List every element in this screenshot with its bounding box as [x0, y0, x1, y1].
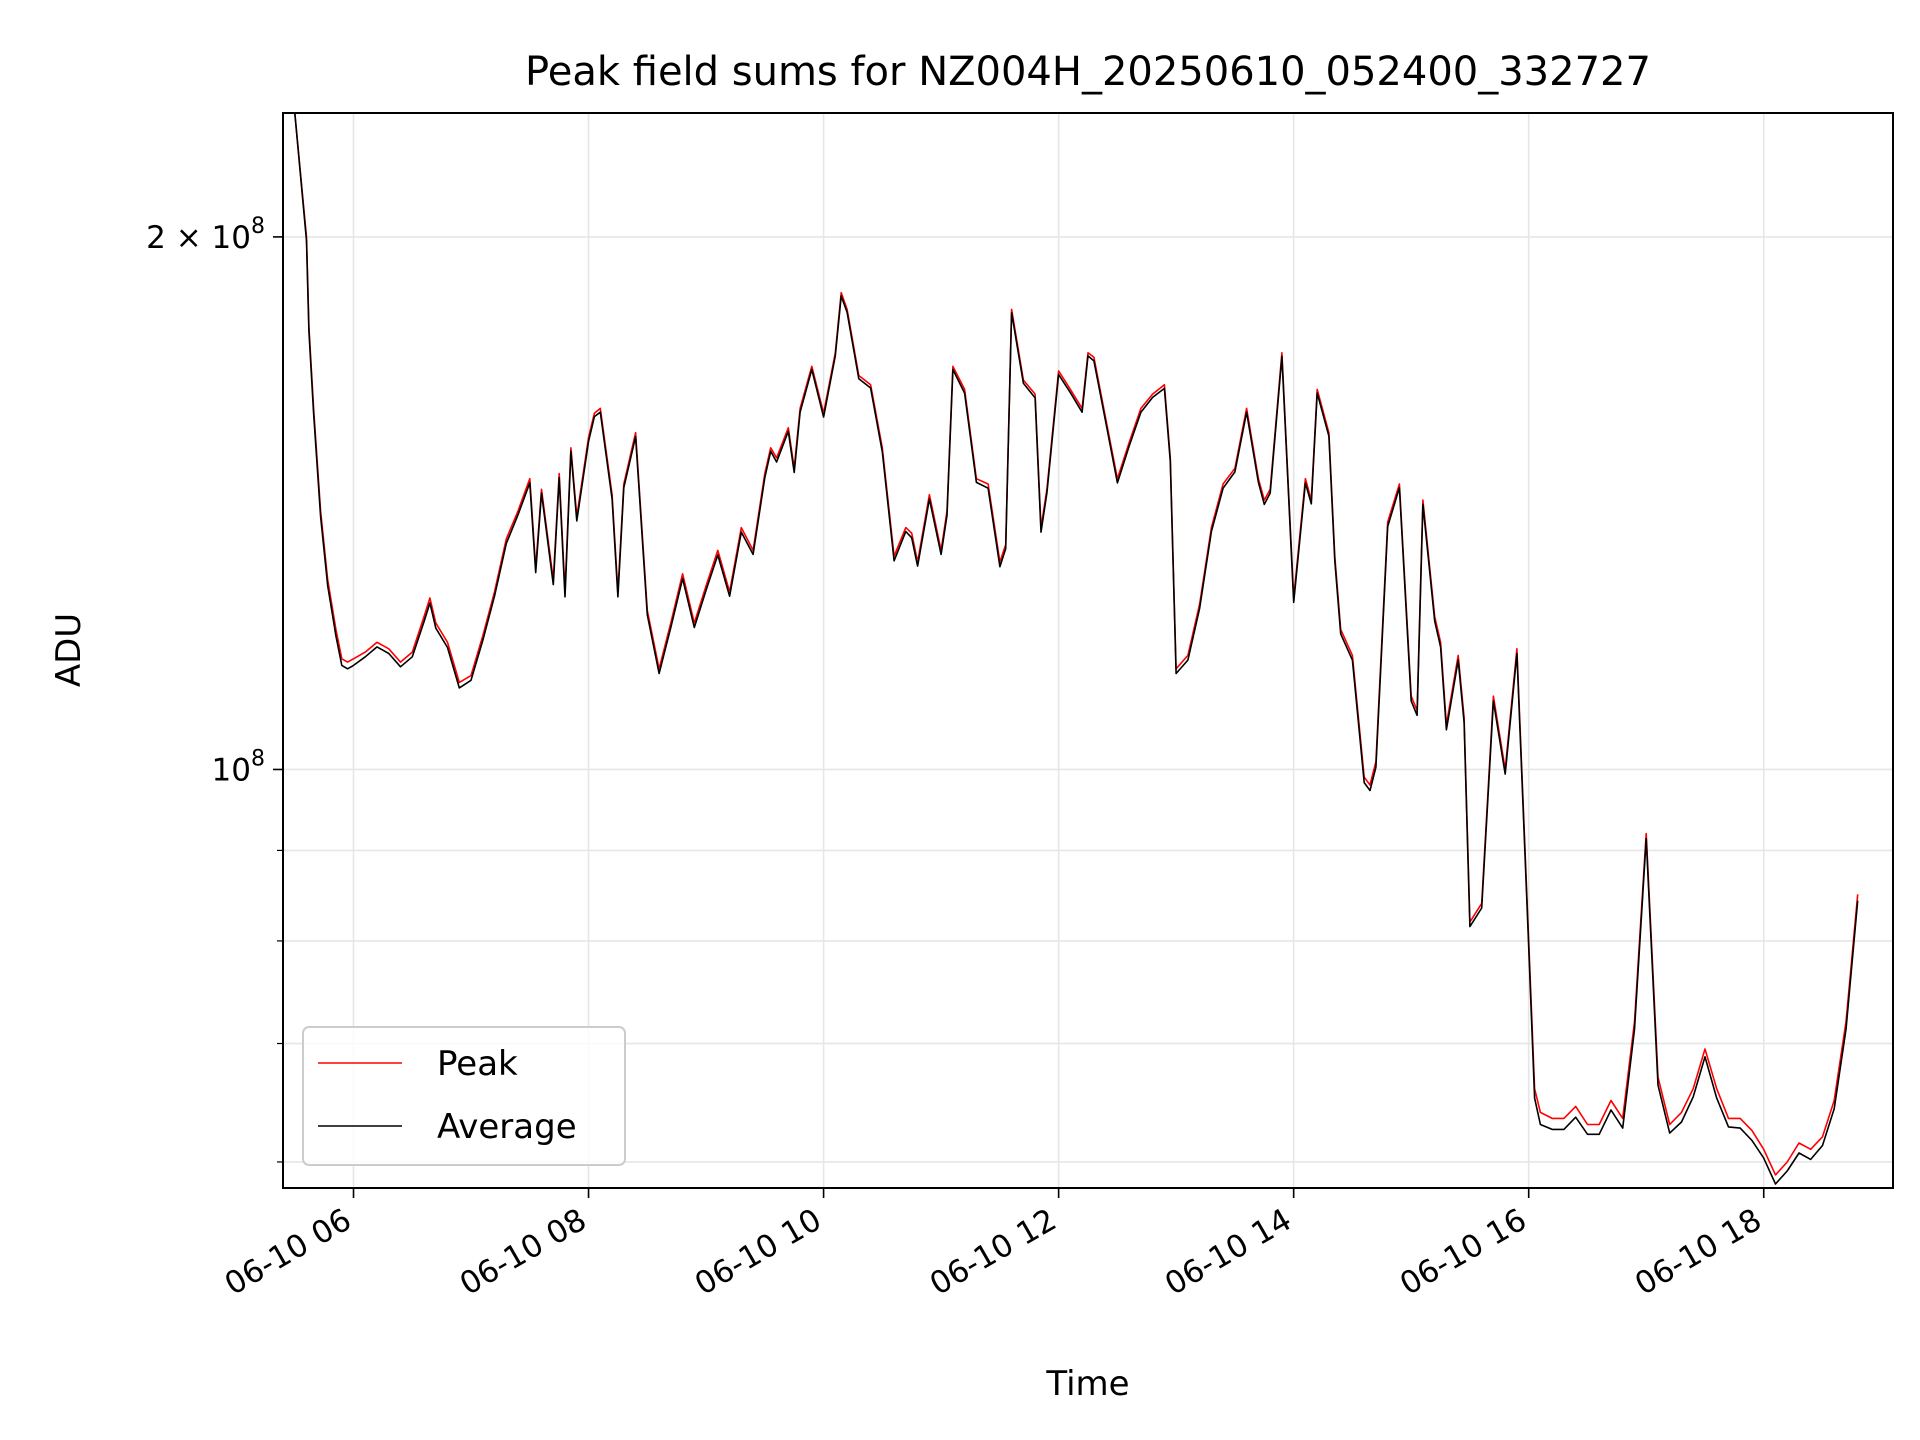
y-tick-label: 2 × 108: [146, 214, 265, 256]
chart-title: Peak field sums for NZ004H_20250610_0524…: [525, 49, 1651, 95]
y-axis: 108 2 × 108: [146, 214, 283, 1163]
y-tick-label: 108: [212, 746, 265, 788]
legend-label-average: Average: [437, 1107, 577, 1147]
x-axis-title: Time: [1045, 1364, 1129, 1404]
series-line-average: [294, 113, 1859, 1185]
legend-box: [302, 1026, 626, 1166]
series-layer: [294, 113, 1859, 1185]
plot-area-frame: [282, 112, 1894, 1189]
grid: [283, 113, 1893, 1188]
legend-label-peak: Peak: [437, 1044, 518, 1084]
legend: Peak Average: [302, 1026, 626, 1166]
y-axis-title: ADU: [49, 613, 89, 687]
